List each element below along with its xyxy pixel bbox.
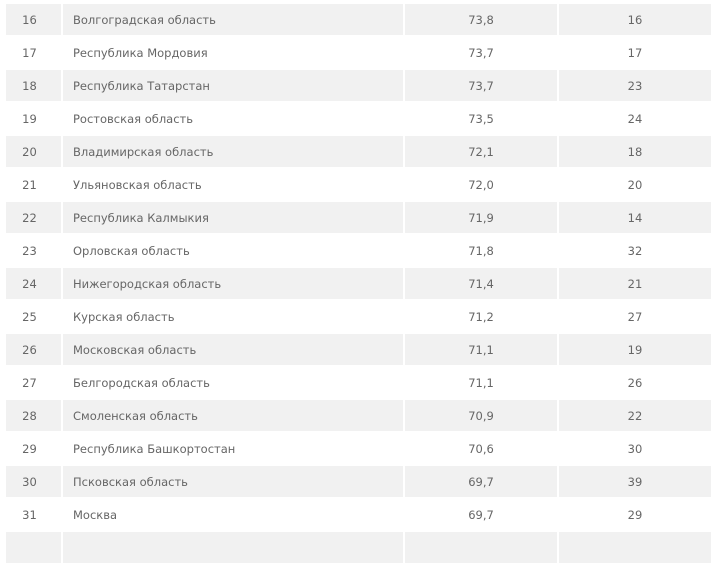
previous-rank-cell: 16 [559,4,711,35]
previous-rank-cell: 14 [559,202,711,233]
rank-cell [6,532,61,563]
previous-rank-cell: 18 [559,136,711,167]
region-cell: Смоленская область [63,400,403,431]
previous-rank-cell: 27 [627,309,643,324]
score-cell: 72,0 [468,177,494,192]
region-cell: Московская область [63,334,403,365]
rank-cell: 25 [22,309,37,324]
previous-rank-cell: 39 [559,466,711,497]
region-cell [63,532,403,563]
rank-cell: 24 [6,268,61,299]
table-row: 26 Московская область 71,1 19 [6,334,711,365]
previous-rank-cell: 26 [627,375,643,390]
rank-cell: 31 [22,507,37,522]
region-cell: Ульяновская область [73,177,202,192]
table-row: 25 Курская область 71,2 27 [6,301,711,332]
table-row: 22 Республика Калмыкия 71,9 14 [6,202,711,233]
rank-cell: 30 [6,466,61,497]
region-cell: Орловская область [73,243,190,258]
previous-rank-cell: 29 [627,507,643,522]
region-cell: Москва [73,507,118,522]
region-cell: Нижегородская область [63,268,403,299]
score-cell: 71,1 [468,375,494,390]
ranking-table: 16 Волгоградская область 73,8 16 17 Республик… [4,2,711,565]
region-cell: Республика Калмыкия [63,202,403,233]
score-cell: 69,7 [405,466,557,497]
table-row: 31 Москва 69,7 29 [6,499,711,530]
region-cell: Белгородская область [73,375,210,390]
rank-cell: 17 [22,45,37,60]
region-cell: Псковская область [63,466,403,497]
table-row: 17 Республика Мордовия 73,7 17 [6,37,711,68]
score-cell: 70,6 [468,441,494,456]
score-cell: 71,9 [405,202,557,233]
table-row: 29 Республика Башкортостан 70,6 30 [6,433,711,464]
previous-rank-cell: 23 [559,70,711,101]
table-row: 19 Ростовская область 73,5 24 [6,103,711,134]
table-row: 30 Псковская область 69,7 39 [6,466,711,497]
rank-cell: 29 [22,441,37,456]
rank-cell: 28 [6,400,61,431]
previous-rank-cell: 32 [627,243,643,258]
region-cell: Республика Татарстан [63,70,403,101]
score-cell: 71,2 [468,309,494,324]
table-row: 21 Ульяновская область 72,0 20 [6,169,711,200]
previous-rank-cell: 17 [627,45,643,60]
table-row: 18 Республика Татарстан 73,7 23 [6,70,711,101]
rank-cell: 26 [6,334,61,365]
table-row: 28 Смоленская область 70,9 22 [6,400,711,431]
rank-cell: 20 [6,136,61,167]
score-cell: 73,7 [405,70,557,101]
rank-cell: 27 [22,375,37,390]
region-cell: Ростовская область [73,111,194,126]
rank-cell: 22 [6,202,61,233]
region-cell: Владимирская область [63,136,403,167]
score-cell: 73,5 [468,111,494,126]
region-cell: Волгоградская область [63,4,403,35]
previous-rank-cell: 21 [559,268,711,299]
table-row: 23 Орловская область 71,8 32 [6,235,711,266]
score-cell: 70,9 [405,400,557,431]
score-cell [405,532,557,563]
rank-cell: 16 [6,4,61,35]
table-row: 27 Белгородская область 71,1 26 [6,367,711,398]
table-row: 20 Владимирская область 72,1 18 [6,136,711,167]
previous-rank-cell: 30 [627,441,643,456]
rank-cell: 21 [22,177,37,192]
rank-cell: 18 [6,70,61,101]
score-cell: 71,1 [405,334,557,365]
previous-rank-cell: 19 [559,334,711,365]
score-cell: 71,4 [405,268,557,299]
previous-rank-cell: 24 [627,111,643,126]
rank-cell: 19 [22,111,37,126]
score-cell: 69,7 [468,507,494,522]
score-cell: 73,8 [405,4,557,35]
previous-rank-cell: 22 [559,400,711,431]
table-row [6,532,711,563]
region-cell: Республика Мордовия [73,45,208,60]
previous-rank-cell: 20 [627,177,643,192]
score-cell: 71,8 [468,243,494,258]
region-cell: Республика Башкортостан [73,441,236,456]
table-row: 24 Нижегородская область 71,4 21 [6,268,711,299]
score-cell: 73,7 [468,45,494,60]
table-row: 16 Волгоградская область 73,8 16 [6,4,711,35]
previous-rank-cell [559,532,711,563]
score-cell: 72,1 [405,136,557,167]
rank-cell: 23 [22,243,37,258]
region-cell: Курская область [73,309,175,324]
